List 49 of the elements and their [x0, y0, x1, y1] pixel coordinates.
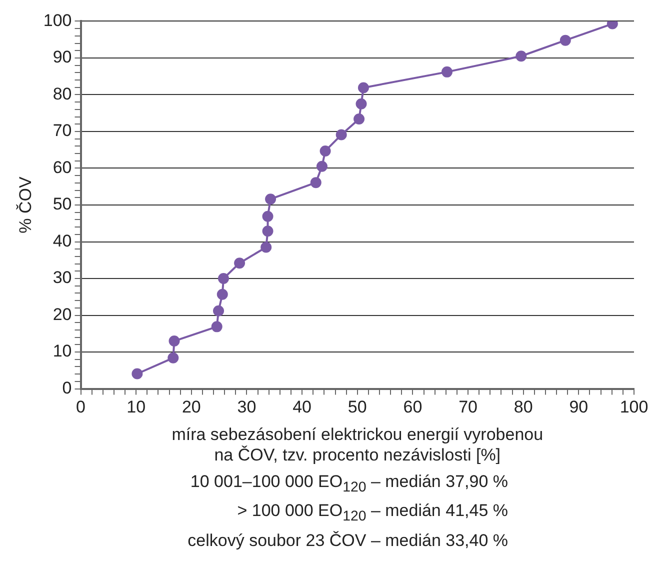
point: [516, 50, 527, 62]
point: [442, 66, 453, 78]
point: [262, 226, 274, 237]
y-tick-label: 100: [43, 10, 72, 30]
x-tick-label: 80: [514, 398, 533, 417]
point: [262, 210, 274, 222]
y-tick-label: 20: [52, 304, 72, 324]
point: [168, 336, 180, 347]
x-tick-label: 0: [76, 398, 86, 417]
point: [168, 352, 179, 364]
point: [211, 321, 222, 332]
point: [336, 129, 347, 140]
y-tick-label: 10: [52, 342, 72, 361]
point: [356, 98, 367, 110]
point: [260, 242, 272, 253]
x-tick-label: 90: [569, 398, 588, 417]
y-tick-label: 90: [52, 48, 72, 67]
y-tick-label: 60: [52, 158, 72, 177]
text: celkový soubor 23 ČOV – medián 33,40 %: [186, 530, 508, 552]
point: [310, 177, 322, 188]
x-tick-label: 70: [458, 398, 478, 417]
x-tick-label: 60: [403, 398, 422, 417]
x-tick-label: 20: [182, 398, 201, 417]
x-tick-label: 50: [348, 398, 367, 417]
x-tick-label: 100: [620, 398, 648, 417]
x-tick-label: 10: [126, 398, 146, 417]
x-tick-label: 40: [292, 398, 312, 417]
point: [316, 160, 328, 172]
point: [265, 194, 276, 205]
point: [218, 273, 229, 284]
y-tick-label: 50: [52, 194, 72, 214]
y-tick-label: 70: [52, 121, 72, 140]
y-tick-label: 0: [62, 378, 72, 398]
point: [560, 34, 571, 46]
point: [358, 82, 369, 94]
y-tick-label: 40: [52, 231, 72, 250]
y-tick-label: 30: [52, 268, 72, 288]
point: [234, 258, 246, 269]
y-tick-label: 80: [52, 84, 72, 104]
point: [320, 145, 331, 156]
point: [132, 368, 143, 380]
x-axis-title: míra sebezásobení elektrickou energií vyrobenou na ČOV, tzv. procento nezávislosti [%]: [172, 425, 544, 464]
point: [354, 113, 365, 124]
x-tick-label: 30: [237, 398, 256, 417]
point: [213, 305, 224, 316]
text: > 100 000 EO$_{120}$ – medián 41,45 %: [236, 500, 508, 527]
text: 10 001–100 000 EO$_{120}$ – medián 37,90 %: [189, 471, 508, 498]
point: [216, 288, 228, 300]
y-axis-title: % ČOV: [16, 176, 35, 234]
